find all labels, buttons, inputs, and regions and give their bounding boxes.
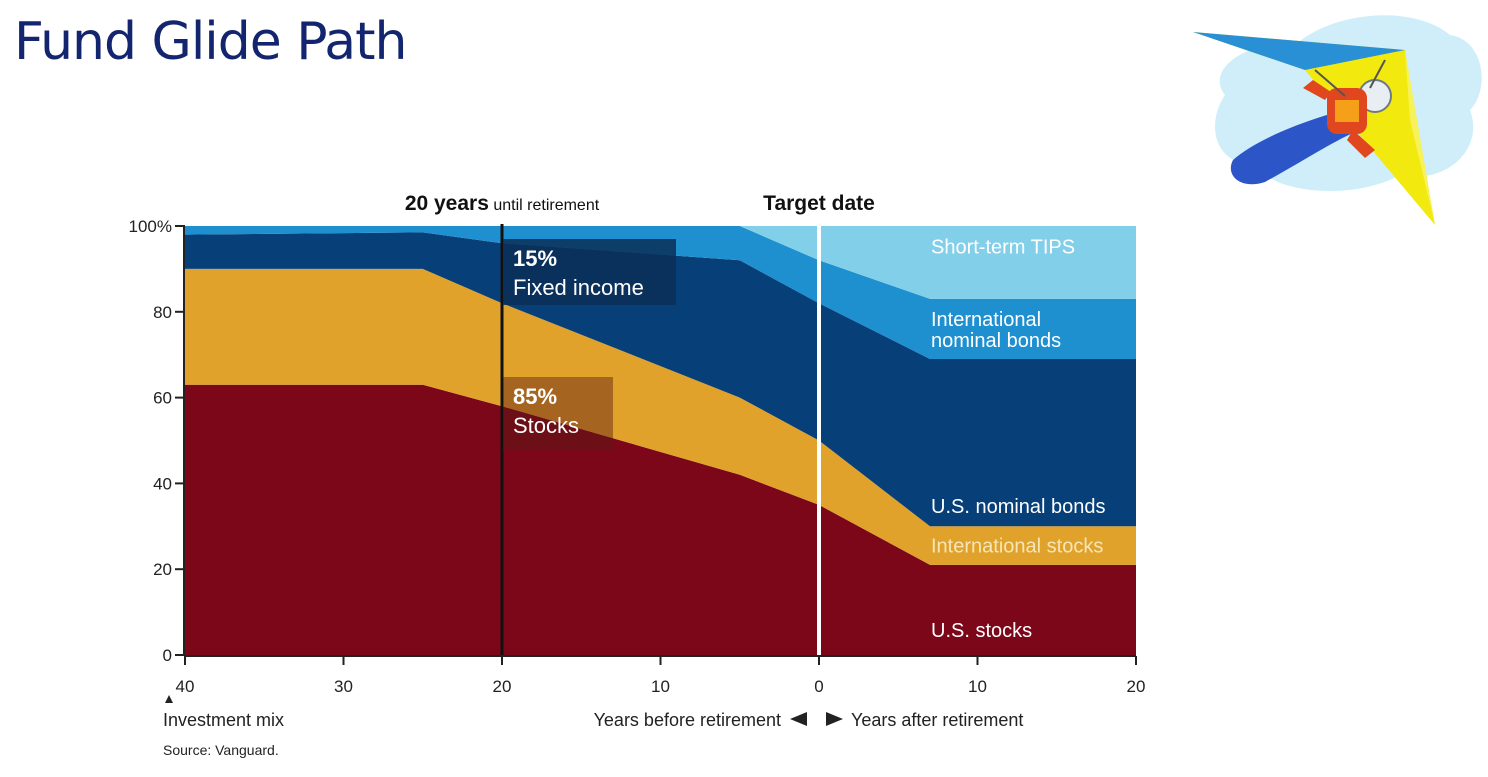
x-tick-label: 0 xyxy=(814,677,823,696)
slide-title: Fund Glide Path xyxy=(14,12,407,72)
callout-value-fixed-income: 15% xyxy=(513,246,557,271)
callout-value-stocks: 85% xyxy=(513,384,557,409)
series-label-international-nominal-bonds: International xyxy=(931,309,1041,331)
marker-label-20-years: 20 years until retirement xyxy=(405,192,600,215)
area-u-s-stocks xyxy=(185,384,1136,655)
series-label-international-nominal-bonds: nominal bonds xyxy=(931,330,1061,352)
x-tick-label: 10 xyxy=(651,677,670,696)
callout-label-stocks: Stocks xyxy=(513,413,579,438)
callout-label-fixed-income: Fixed income xyxy=(513,275,644,300)
y-tick-label: 100% xyxy=(129,217,172,236)
markers: 20 years until retirement Target date xyxy=(405,192,875,655)
x-label-after: Years after retirement xyxy=(851,710,1023,730)
hang-glider-illustration xyxy=(1193,15,1482,225)
y-tick-label: 20 xyxy=(153,560,172,579)
area-international-nominal-bonds xyxy=(185,226,1136,359)
x-label-before: Years before retirement xyxy=(594,710,781,730)
axes: 0 20 40 60 80 100% 40 30 20 10 0 10 20 xyxy=(129,217,1146,696)
left-arrow-icon xyxy=(790,712,807,726)
x-tick-label: 20 xyxy=(493,677,512,696)
marker-label-target-date: Target date xyxy=(763,192,875,215)
up-arrow-icon xyxy=(165,695,173,703)
y-tick-label: 80 xyxy=(153,303,172,322)
callout-box-stocks xyxy=(503,377,613,450)
x-tick-label: 20 xyxy=(1127,677,1146,696)
x-tick-label: 10 xyxy=(968,677,987,696)
area-international-stocks xyxy=(185,268,1136,565)
corner-label: Investment mix xyxy=(163,710,284,730)
stacked-areas xyxy=(185,226,1136,655)
series-label-u-s-stocks: U.S. stocks xyxy=(931,620,1032,642)
callouts: 15% Fixed income 85% Stocks xyxy=(503,239,676,450)
area-u-s-nominal-bonds xyxy=(185,232,1136,527)
source-note: Source: Vanguard. xyxy=(163,742,279,758)
right-arrow-icon xyxy=(826,712,843,726)
x-tick-label: 40 xyxy=(176,677,195,696)
y-tick-label: 60 xyxy=(153,389,172,408)
chart-footer: Investment mix Source: Vanguard. Years bef… xyxy=(163,695,1023,758)
callout-box-fixed-income xyxy=(503,239,676,305)
area-short-term-tips xyxy=(185,226,1136,299)
y-tick-label: 40 xyxy=(153,474,172,493)
series-label-international-stocks: International stocks xyxy=(931,536,1103,558)
x-tick-label: 30 xyxy=(334,677,353,696)
y-tick-label: 0 xyxy=(163,646,172,665)
series-label-u-s-nominal-bonds: U.S. nominal bonds xyxy=(931,496,1106,518)
series-label-short-term-tips: Short-term TIPS xyxy=(931,236,1075,258)
series-labels: U.S. stocks International stocks U.S. nomi… xyxy=(931,236,1106,641)
